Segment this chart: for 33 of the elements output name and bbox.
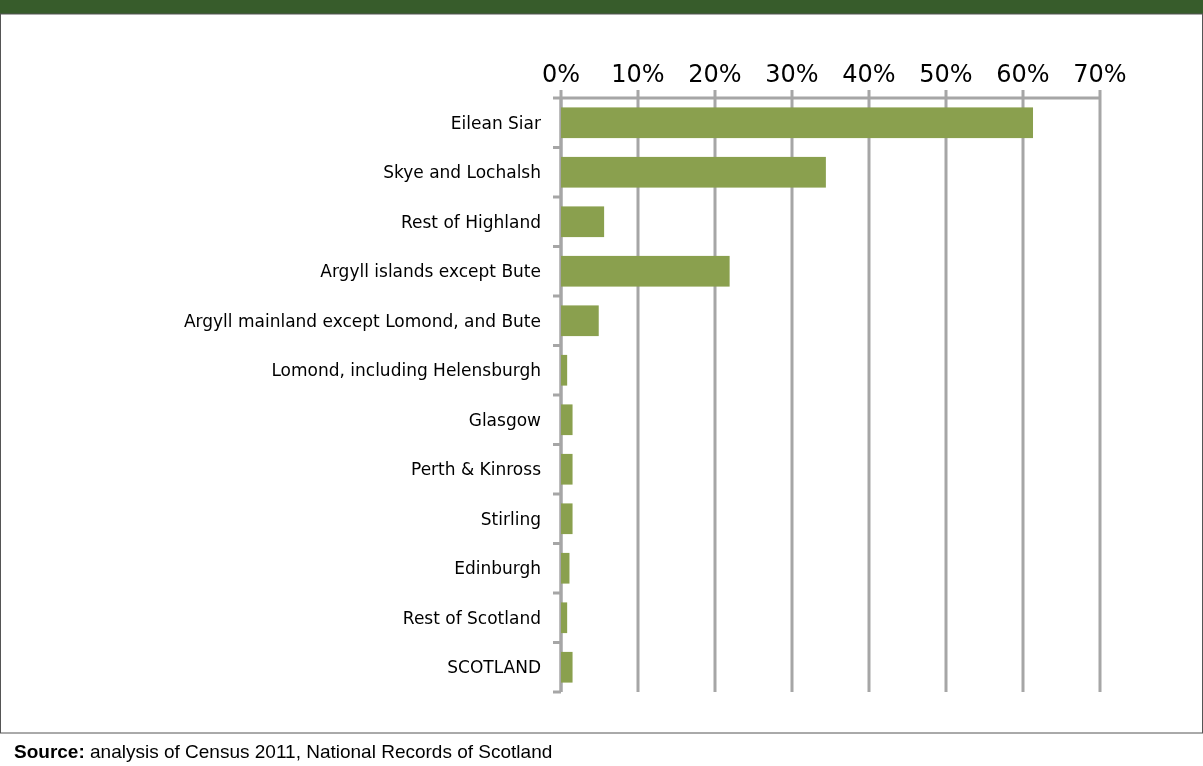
bar: [561, 552, 570, 584]
y-tick-label: Argyll mainland except Lomond, and Bute: [183, 310, 541, 331]
bar: [561, 206, 605, 238]
y-tick-label: Stirling: [480, 508, 541, 529]
x-tick-label: 0%: [541, 60, 581, 88]
bar: [561, 354, 568, 386]
bar: [561, 602, 568, 634]
x-tick-label: 10%: [611, 60, 665, 88]
bar: [561, 651, 573, 683]
x-tick-label: 50%: [919, 60, 973, 88]
y-tick-label: Rest of Scotland: [402, 607, 541, 628]
y-tick-label: Glasgow: [468, 409, 542, 430]
y-tick-label: Perth & Kinross: [411, 459, 542, 480]
bar: [561, 503, 573, 535]
x-tick-label: 40%: [842, 60, 896, 88]
y-tick-label: Rest of Highland: [400, 211, 541, 232]
bar: [561, 255, 730, 287]
y-tick-label: SCOTLAND: [447, 657, 541, 678]
y-tick-label: Eilean Siar: [450, 112, 541, 133]
y-tick-label: Edinburgh: [454, 558, 541, 579]
source-note: Source: analysis of Census 2011, National Records of Scotland: [14, 741, 553, 762]
bar: [561, 107, 1034, 139]
bar: [561, 305, 599, 337]
y-tick-label: Lomond, including Helensburgh: [271, 360, 541, 381]
bar: [561, 156, 826, 188]
x-tick-label: 60%: [996, 60, 1050, 88]
bar: [561, 453, 573, 485]
bar: [561, 404, 573, 436]
x-tick-label: 30%: [765, 60, 819, 88]
x-tick-label: 20%: [688, 60, 742, 88]
x-tick-label: 70%: [1073, 60, 1127, 88]
y-tick-label: Argyll islands except Bute: [320, 261, 541, 282]
y-tick-label: Skye and Lochalsh: [383, 162, 541, 183]
